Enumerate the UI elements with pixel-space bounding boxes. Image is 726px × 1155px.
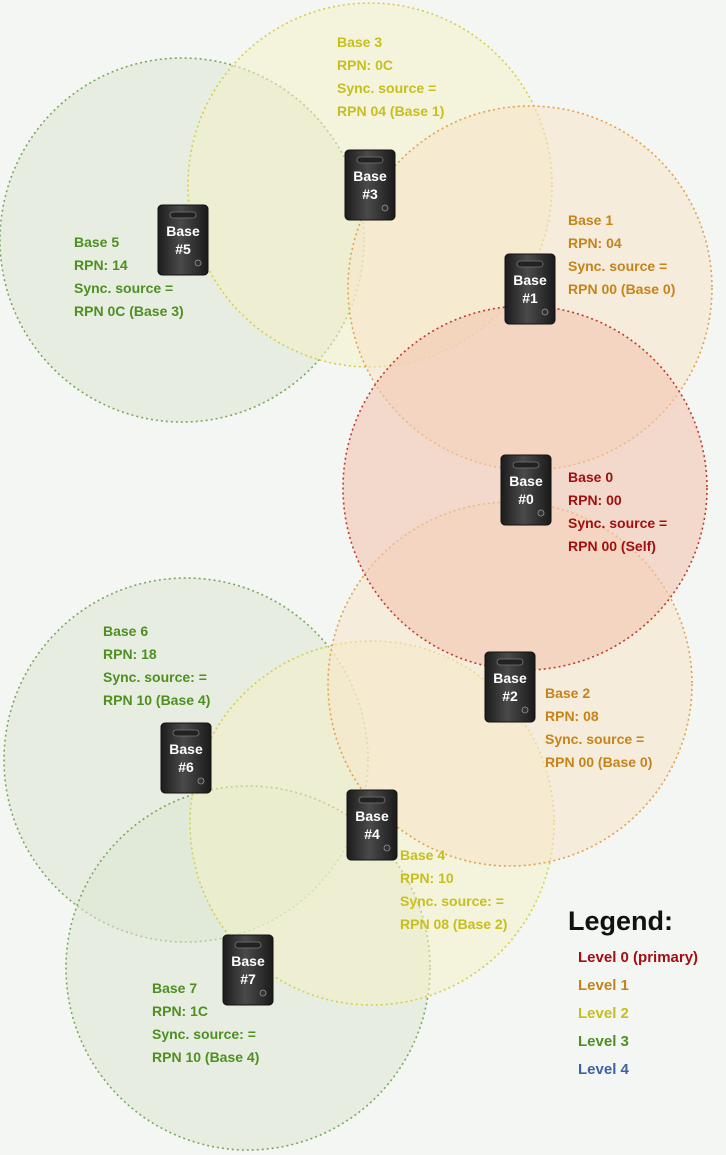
base-sync-label: Sync. source =: [568, 515, 667, 531]
base-info-7: Base 7 RPN: 1C Sync. source: = RPN 10 (B…: [152, 980, 259, 1065]
base-name: Base 3: [337, 34, 382, 50]
device-label-line2: #6: [178, 759, 194, 775]
legend: Legend: Level 0 (primary) Level 1 Level …: [568, 906, 698, 1078]
device-label-line2: #4: [364, 826, 380, 842]
base-sync-label: Sync. source =: [545, 731, 644, 747]
base-info-0: Base 0 RPN: 00 Sync. source = RPN 00 (Se…: [568, 469, 667, 554]
base-sync-source: RPN 08 (Base 2): [400, 916, 507, 932]
base-info-4: Base 4 RPN: 10 Sync. source: = RPN 08 (B…: [400, 847, 507, 932]
device-label-line2: #5: [175, 241, 191, 257]
base-sync-label: Sync. source: =: [152, 1026, 256, 1042]
base-sync-source: RPN 10 (Base 4): [103, 692, 210, 708]
legend-item-level3: Level 3: [578, 1033, 629, 1050]
base-info-5: Base 5 RPN: 14 Sync. source = RPN 0C (Ba…: [74, 234, 184, 319]
base-device-5: Base #5: [157, 204, 209, 276]
base-info-6: Base 6 RPN: 18 Sync. source: = RPN 10 (B…: [103, 623, 210, 708]
base-rpn: RPN: 18: [103, 646, 157, 662]
base-sync-label: Sync. source =: [337, 80, 436, 96]
base-rpn: RPN: 0C: [337, 57, 393, 73]
legend-item-level4: Level 4: [578, 1061, 630, 1078]
base-name: Base 1: [568, 212, 613, 228]
legend-item-level0: Level 0 (primary): [578, 949, 698, 966]
device-label-line1: Base: [169, 741, 203, 757]
base-rpn: RPN: 00: [568, 492, 622, 508]
base-sync-source: RPN 00 (Base 0): [545, 754, 652, 770]
base-device-1: Base #1: [504, 253, 556, 325]
base-device-0: Base #0: [500, 454, 552, 526]
base-sync-source: RPN 04 (Base 1): [337, 103, 444, 119]
device-label-line1: Base: [166, 223, 200, 239]
base-sync-source: RPN 10 (Base 4): [152, 1049, 259, 1065]
device-label-line2: #2: [502, 688, 518, 704]
base-name: Base 5: [74, 234, 119, 250]
device-label-line2: #0: [518, 491, 534, 507]
base-device-2: Base #2: [484, 651, 536, 723]
device-label-line1: Base: [513, 272, 547, 288]
base-rpn: RPN: 10: [400, 870, 454, 886]
base-sync-source: RPN 00 (Self): [568, 538, 656, 554]
base-rpn: RPN: 04: [568, 235, 622, 251]
base-device-3: Base #3: [344, 149, 396, 221]
device-label-line2: #7: [240, 971, 256, 987]
base-info-3: Base 3 RPN: 0C Sync. source = RPN 04 (Ba…: [337, 34, 444, 119]
base-name: Base 2: [545, 685, 590, 701]
base-info-2: Base 2 RPN: 08 Sync. source = RPN 00 (Ba…: [545, 685, 652, 770]
base-device-4: Base #4: [346, 789, 398, 861]
device-label-line1: Base: [509, 473, 543, 489]
base-name: Base 7: [152, 980, 197, 996]
base-sync-source: RPN 00 (Base 0): [568, 281, 675, 297]
base-name: Base 4: [400, 847, 445, 863]
base-rpn: RPN: 1C: [152, 1003, 208, 1019]
legend-item-level2: Level 2: [578, 1005, 629, 1022]
base-sync-label: Sync. source =: [568, 258, 667, 274]
base-rpn: RPN: 14: [74, 257, 128, 273]
base-name: Base 6: [103, 623, 148, 639]
device-label-line2: #3: [362, 186, 378, 202]
base-device-7: Base #7: [222, 934, 274, 1006]
base-name: Base 0: [568, 469, 613, 485]
base-sync-label: Sync. source: =: [400, 893, 504, 909]
device-label-line1: Base: [355, 808, 389, 824]
base-rpn: RPN: 08: [545, 708, 599, 724]
device-label-line1: Base: [231, 953, 265, 969]
device-label-line1: Base: [493, 670, 527, 686]
base-sync-label: Sync. source: =: [103, 669, 207, 685]
device-label-line1: Base: [353, 168, 387, 184]
base-device-6: Base #6: [160, 722, 212, 794]
legend-item-level1: Level 1: [578, 977, 629, 994]
device-label-line2: #1: [522, 290, 538, 306]
base-sync-source: RPN 0C (Base 3): [74, 303, 184, 319]
base-info-1: Base 1 RPN: 04 Sync. source = RPN 00 (Ba…: [568, 212, 675, 297]
base-sync-label: Sync. source =: [74, 280, 173, 296]
legend-title: Legend:: [568, 906, 673, 936]
